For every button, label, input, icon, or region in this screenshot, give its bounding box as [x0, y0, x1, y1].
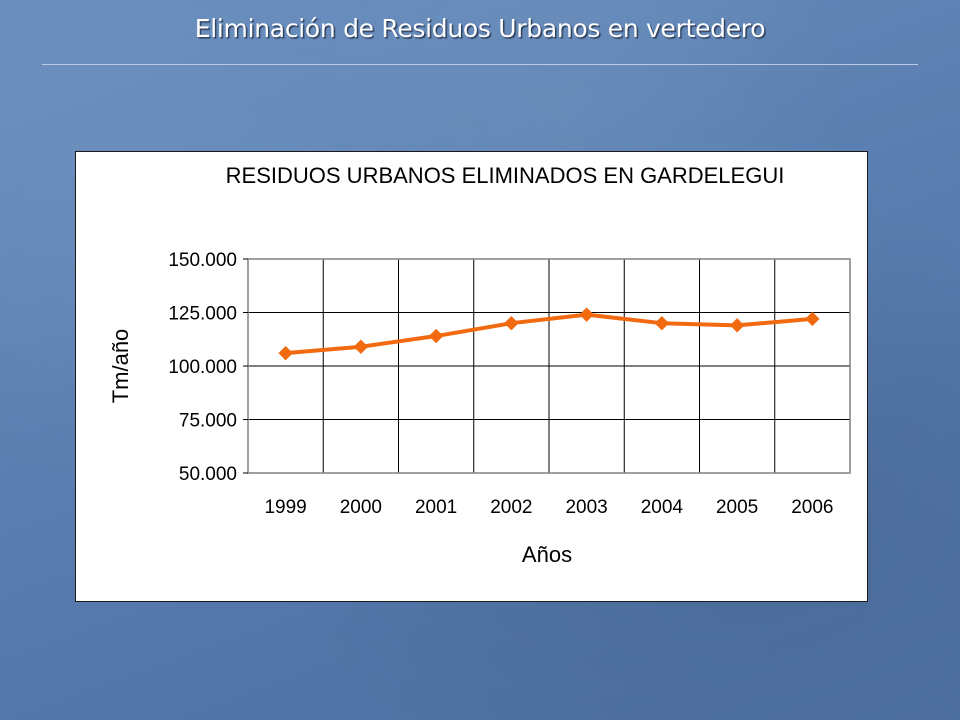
series-line	[283, 312, 815, 356]
x-tick-label: 2001	[415, 497, 457, 518]
y-tick-label: 50.000	[179, 464, 237, 485]
data-point-marker	[504, 315, 519, 331]
series-layer	[278, 307, 820, 361]
data-point-marker	[805, 311, 820, 327]
data-point-marker	[654, 315, 670, 331]
chart-title: RESIDUOS URBANOS ELIMINADOS EN GARDELEGU…	[226, 163, 785, 188]
y-tick-label: 75.000	[179, 411, 237, 432]
x-tick-label: 2002	[490, 497, 532, 518]
y-axis-tick-labels: 50.000 75.000 100.000 125.000 150.000	[168, 250, 248, 485]
x-tick-label: 2006	[791, 497, 833, 518]
chart-panel: RESIDUOS URBANOS ELIMINADOS EN GARDELEGU…	[75, 151, 868, 602]
y-axis-title: Tm/año	[108, 329, 133, 404]
y-tick-label: 100.000	[168, 357, 237, 378]
x-tick-label: 2005	[716, 497, 758, 518]
line-chart: RESIDUOS URBANOS ELIMINADOS EN GARDELEGU…	[108, 163, 851, 567]
data-point-marker	[353, 339, 369, 354]
x-tick-label: 2003	[565, 497, 607, 518]
data-point-marker	[729, 318, 745, 333]
title-divider	[42, 64, 918, 65]
data-point-marker	[278, 345, 293, 361]
x-tick-label: 2004	[641, 497, 684, 518]
y-tick-label: 150.000	[168, 250, 237, 271]
x-tick-label: 2000	[340, 497, 382, 518]
slide-title: Eliminación de Residuos Urbanos en verte…	[194, 14, 766, 43]
x-tick-label: 1999	[264, 497, 306, 518]
data-point-marker	[579, 307, 594, 322]
gridlines	[247, 258, 851, 474]
x-axis-title: Años	[522, 542, 572, 567]
data-point-marker	[428, 328, 444, 344]
x-axis-tick-labels: 1999 2000 2001 2002 2003 2004 2005 2006	[264, 497, 833, 518]
y-tick-label: 125.000	[168, 304, 237, 325]
